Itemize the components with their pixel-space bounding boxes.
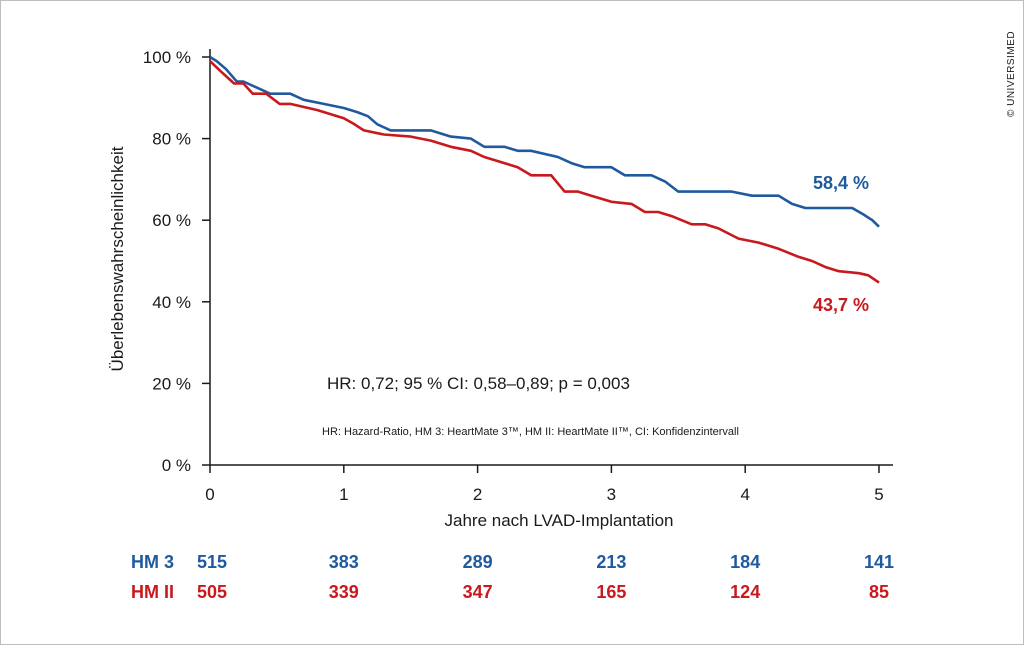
- y-tick-label: 60 %: [152, 211, 191, 230]
- risk-value: 184: [730, 552, 760, 572]
- hr-annotation: HR: 0,72; 95 % CI: 0,58–0,89; p = 0,003: [327, 374, 630, 393]
- x-tick-label: 4: [740, 485, 749, 504]
- y-tick-label: 0 %: [162, 456, 191, 475]
- x-tick-label: 2: [473, 485, 482, 504]
- x-tick-label: 5: [874, 485, 883, 504]
- risk-value: 383: [329, 552, 359, 572]
- x-axis-label: Jahre nach LVAD-Implantation: [445, 511, 674, 530]
- risk-value: 213: [596, 552, 626, 572]
- risk-row-label: HM II: [131, 582, 174, 602]
- y-tick-label: 100 %: [143, 48, 191, 67]
- copyright-text: © UNIVERSIMED: [1006, 31, 1017, 117]
- series-group: [209, 55, 880, 284]
- end-value-label-hm-ii: 43,7 %: [813, 295, 869, 315]
- risk-value: 141: [864, 552, 894, 572]
- x-tick-label: 1: [339, 485, 348, 504]
- series-line-hm-ii: [209, 60, 880, 284]
- risk-value: 85: [869, 582, 889, 602]
- risk-row-label: HM 3: [131, 552, 174, 572]
- y-tick-label: 20 %: [152, 374, 191, 393]
- risk-value: 165: [596, 582, 626, 602]
- series-line-hm-3: [209, 55, 880, 228]
- x-tick-label: 3: [607, 485, 616, 504]
- x-tick-label: 0: [205, 485, 214, 504]
- risk-value: 339: [329, 582, 359, 602]
- abbreviation-footnote: HR: Hazard-Ratio, HM 3: HeartMate 3™, HM…: [322, 426, 739, 438]
- axes-group: 0 % 20 % 40 % 60 % 80 % 100 % 0 1 2 3 4 5: [143, 48, 893, 504]
- risk-value: 124: [730, 582, 760, 602]
- y-axis-label: Überlebenswahrscheinlichkeit: [108, 146, 127, 371]
- risk-value: 515: [197, 552, 227, 572]
- end-value-label-hm-3: 58,4 %: [813, 173, 869, 193]
- y-tick-label: 40 %: [152, 293, 191, 312]
- risk-value: 505: [197, 582, 227, 602]
- risk-value: 289: [463, 552, 493, 572]
- risk-table-group: HM 3 515 383 289 213 184 141 HM II 505 339 347 165 1…: [131, 552, 894, 602]
- risk-value: 347: [463, 582, 493, 602]
- labels-group: 58,4 % 43,7 %: [813, 173, 869, 315]
- y-tick-label: 80 %: [152, 130, 191, 149]
